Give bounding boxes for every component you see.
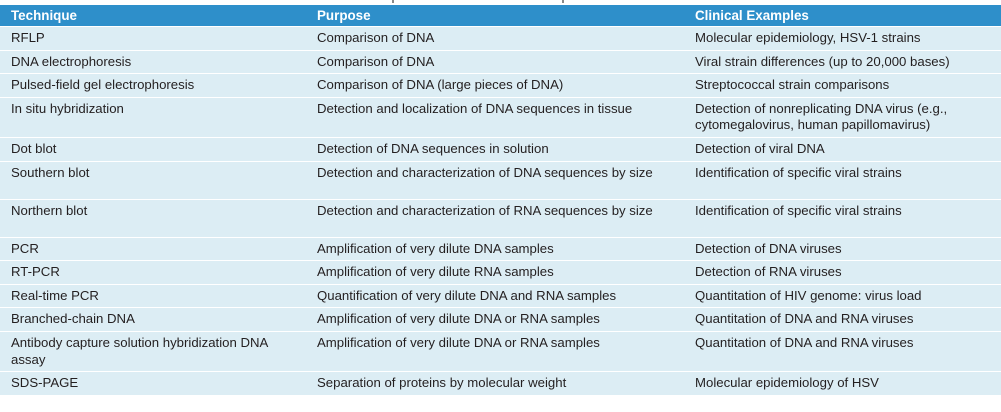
table-row: SDS-PAGE Separation of proteins by molec… [0,371,1001,396]
cell-clinical-examples: Quantitation of DNA and RNA viruses [684,331,1001,373]
caption-fragment-mark [392,0,394,3]
cell-technique: PCR [0,237,306,262]
cell-purpose: Comparison of DNA [306,26,684,51]
cell-technique: In situ hybridization [0,97,306,138]
table-row: DNA electrophoresis Comparison of DNA Vi… [0,50,1001,75]
cell-purpose: Amplification of very dilute DNA or RNA … [306,331,684,373]
cell-technique: RT-PCR [0,260,306,285]
cell-technique: Antibody capture solution hybridization … [0,331,306,373]
cell-purpose: Comparison of DNA [306,50,684,75]
table-row: Pulsed-field gel electrophoresis Compari… [0,73,1001,98]
caption-fragment-mark [562,0,564,3]
cell-purpose: Separation of proteins by molecular weig… [306,371,684,396]
header-purpose: Purpose [306,5,684,27]
table-row: Real-time PCR Quantification of very dil… [0,284,1001,309]
cell-clinical-examples: Viral strain differences (up to 20,000 b… [684,50,1001,75]
cell-clinical-examples: Detection of DNA viruses [684,237,1001,262]
table-row: In situ hybridization Detection and loca… [0,97,1001,138]
cell-purpose: Detection and localization of DNA sequen… [306,97,684,138]
cell-purpose: Detection of DNA sequences in solution [306,137,684,162]
cell-clinical-examples: Detection of viral DNA [684,137,1001,162]
header-technique: Technique [0,5,306,27]
techniques-table: Technique Purpose Clinical Examples RFLP… [0,5,1001,396]
cell-technique: RFLP [0,26,306,51]
cell-technique: SDS-PAGE [0,371,306,396]
cell-clinical-examples: Molecular epidemiology of HSV [684,371,1001,396]
cell-technique: Southern blot [0,161,306,200]
cell-purpose: Quantification of very dilute DNA and RN… [306,284,684,309]
table-row: Northern blot Detection and characteriza… [0,199,1001,238]
cell-clinical-examples: Molecular epidemiology, HSV-1 strains [684,26,1001,51]
cell-technique: DNA electrophoresis [0,50,306,75]
table-body: RFLP Comparison of DNA Molecular epidemi… [0,26,1001,396]
cell-clinical-examples: Quantitation of DNA and RNA viruses [684,307,1001,332]
cell-clinical-examples: Detection of nonreplicating DNA virus (e… [684,97,1001,138]
cell-purpose: Detection and characterization of RNA se… [306,199,684,238]
header-clinical-examples: Clinical Examples [684,5,1001,27]
cell-technique: Dot blot [0,137,306,162]
cell-purpose: Amplification of very dilute DNA or RNA … [306,307,684,332]
cell-technique: Northern blot [0,199,306,238]
cell-purpose: Amplification of very dilute DNA samples [306,237,684,262]
cell-technique: Branched-chain DNA [0,307,306,332]
cell-clinical-examples: Identification of specific viral strains [684,199,1001,238]
cropped-caption-strip [0,0,1001,5]
cell-purpose: Detection and characterization of DNA se… [306,161,684,200]
cell-technique: Real-time PCR [0,284,306,309]
cell-purpose: Amplification of very dilute RNA samples [306,260,684,285]
header-row: Technique Purpose Clinical Examples [0,5,1001,27]
cell-clinical-examples: Detection of RNA viruses [684,260,1001,285]
table-row: RFLP Comparison of DNA Molecular epidemi… [0,26,1001,51]
cell-clinical-examples: Quantitation of HIV genome: virus load [684,284,1001,309]
table-row: Dot blot Detection of DNA sequences in s… [0,137,1001,162]
cell-clinical-examples: Identification of specific viral strains [684,161,1001,200]
table-row: PCR Amplification of very dilute DNA sam… [0,237,1001,262]
cell-technique: Pulsed-field gel electrophoresis [0,73,306,98]
table-row: Antibody capture solution hybridization … [0,331,1001,373]
table-row: RT-PCR Amplification of very dilute RNA … [0,260,1001,285]
table-row: Branched-chain DNA Amplification of very… [0,307,1001,332]
cell-clinical-examples: Streptococcal strain comparisons [684,73,1001,98]
table-row: Southern blot Detection and characteriza… [0,161,1001,200]
table-header: Technique Purpose Clinical Examples [0,5,1001,27]
cell-purpose: Comparison of DNA (large pieces of DNA) [306,73,684,98]
